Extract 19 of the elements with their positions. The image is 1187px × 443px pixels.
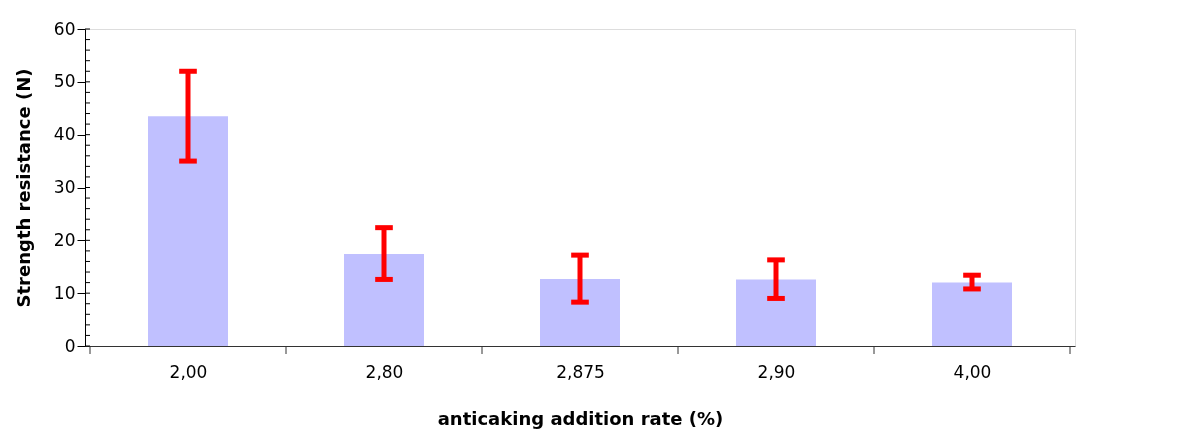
bar xyxy=(540,278,620,346)
y-tick-label: 0 xyxy=(64,335,76,356)
bar xyxy=(736,279,816,346)
bar xyxy=(932,282,1012,346)
x-tick-label: 2,875 xyxy=(556,361,605,382)
x-tick-label: 4,00 xyxy=(953,361,992,382)
y-tick-label: 40 xyxy=(53,124,76,145)
x-tick-label: 2,90 xyxy=(757,361,796,382)
bar xyxy=(148,116,228,346)
bar xyxy=(344,254,424,346)
y-tick-label: 60 xyxy=(53,18,76,39)
y-axis-title: Strength resistance (N) xyxy=(12,68,34,308)
y-tick-label: 10 xyxy=(53,282,76,303)
x-tick-label: 2,80 xyxy=(365,361,404,382)
y-tick-label: 20 xyxy=(53,229,76,250)
x-tick-label: 2,00 xyxy=(169,361,208,382)
y-tick-label: 30 xyxy=(53,177,76,197)
y-tick-label: 50 xyxy=(53,71,76,92)
x-axis-title: anticaking addition rate (%) xyxy=(437,407,724,429)
